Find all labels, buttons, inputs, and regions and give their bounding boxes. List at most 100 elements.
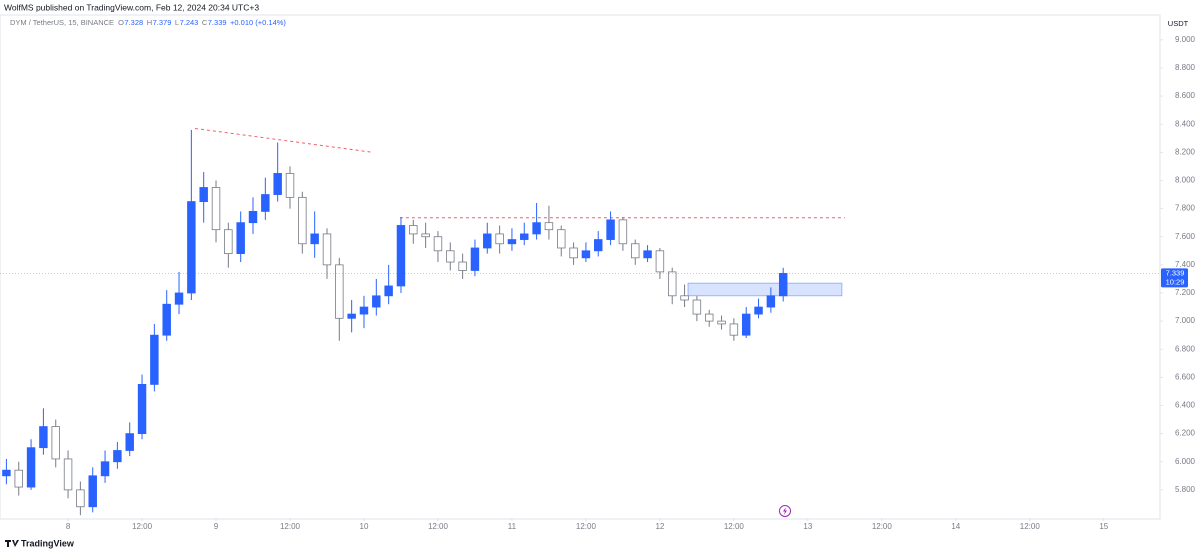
candle-body bbox=[729, 323, 739, 336]
x-tick-label: 12:00 bbox=[1020, 522, 1041, 531]
candle-body bbox=[174, 292, 184, 305]
candle-body bbox=[211, 187, 221, 231]
candle-body bbox=[631, 243, 640, 259]
y-tick-label: 6.800 bbox=[1175, 344, 1196, 353]
x-tick-label: 15 bbox=[1099, 522, 1108, 531]
candle-body bbox=[594, 239, 603, 252]
candle-body bbox=[347, 313, 356, 319]
x-tick-label: 9 bbox=[214, 522, 219, 531]
candle-body bbox=[137, 383, 147, 435]
candle-body bbox=[446, 250, 455, 263]
last-price-box bbox=[1161, 268, 1188, 288]
candle-body bbox=[261, 194, 270, 212]
x-tick-label: 12:00 bbox=[872, 522, 893, 531]
ohlc-value: 7.379 bbox=[153, 18, 172, 27]
candle-body bbox=[680, 295, 689, 301]
candle-body bbox=[520, 233, 529, 240]
candle-body bbox=[409, 225, 418, 235]
y-tick-label: 8.600 bbox=[1175, 91, 1196, 100]
candle-body bbox=[63, 458, 73, 491]
x-tick-label: 12 bbox=[655, 522, 664, 531]
y-tick-label: 7.000 bbox=[1175, 316, 1196, 325]
candle-body bbox=[396, 225, 406, 287]
candle-body bbox=[322, 233, 332, 266]
candle-body bbox=[359, 306, 369, 315]
x-tick-label: 8 bbox=[66, 522, 71, 531]
y-tick-label: 7.800 bbox=[1175, 204, 1196, 213]
candle-body bbox=[384, 285, 393, 297]
candle-body bbox=[692, 299, 702, 315]
candle-body bbox=[125, 433, 134, 451]
candle-body bbox=[224, 229, 233, 255]
alert-bolt bbox=[783, 507, 787, 515]
x-tick-label: 12:00 bbox=[576, 522, 597, 531]
y-tick-label: 6.000 bbox=[1175, 457, 1196, 466]
candle-body bbox=[187, 201, 196, 294]
drawn-zone bbox=[687, 282, 843, 297]
candle-body bbox=[754, 306, 763, 315]
ohlc-value: 7.328 bbox=[124, 18, 143, 27]
y-tick-label: 6.200 bbox=[1175, 429, 1196, 438]
candle-body bbox=[766, 295, 776, 308]
candle-body bbox=[532, 222, 541, 235]
currency: USDT bbox=[1168, 19, 1189, 28]
candle-body bbox=[704, 313, 714, 322]
candle-body bbox=[273, 173, 282, 195]
publisher-note: WolfMS published on TradingView.com, Feb… bbox=[4, 2, 259, 12]
ohlc-label: C bbox=[202, 18, 208, 27]
candle-body bbox=[618, 219, 628, 245]
x-tick-label: 10 bbox=[360, 522, 369, 531]
candle-body bbox=[470, 247, 480, 271]
candle-body bbox=[26, 447, 36, 488]
y-tick-label: 6.400 bbox=[1175, 401, 1196, 410]
ohlc-label: O bbox=[118, 18, 124, 27]
candle-body bbox=[150, 334, 159, 385]
drawings bbox=[194, 127, 845, 297]
candle-body bbox=[310, 233, 319, 245]
candle-body bbox=[421, 233, 430, 238]
candle-body bbox=[507, 239, 517, 245]
candle-body bbox=[162, 303, 171, 336]
alert-icon[interactable] bbox=[779, 505, 791, 517]
countdown-label: 10:29 bbox=[1166, 277, 1185, 286]
candle-body bbox=[51, 426, 60, 460]
candle-body bbox=[39, 426, 48, 449]
candle-body bbox=[458, 261, 467, 271]
candle-body bbox=[581, 250, 591, 259]
candle-body bbox=[483, 233, 492, 249]
candle-body bbox=[372, 295, 381, 308]
candle-body bbox=[236, 222, 245, 255]
y-tick-label: 5.800 bbox=[1175, 485, 1196, 494]
y-tick-label: 9.000 bbox=[1175, 35, 1196, 44]
x-tick-label: 12:00 bbox=[724, 522, 745, 531]
brand-name: TradingView bbox=[21, 538, 75, 548]
ohlc-label: L bbox=[175, 18, 179, 27]
candle-body bbox=[285, 173, 295, 198]
candle-body bbox=[557, 229, 566, 249]
y-tick-label: 7.400 bbox=[1175, 260, 1196, 269]
candle-body bbox=[569, 247, 578, 259]
y-tick-label: 6.600 bbox=[1175, 372, 1196, 381]
ohlc-legend: DYM / TetherUS, 15, BINANCE O 7.328 H 7.379… bbox=[10, 18, 286, 27]
candles bbox=[2, 129, 788, 516]
candle-body bbox=[76, 489, 85, 508]
y-tick-label: 8.800 bbox=[1175, 63, 1196, 72]
candle-body bbox=[100, 461, 110, 477]
y-tick-label: 8.000 bbox=[1175, 176, 1196, 185]
candle-body bbox=[778, 273, 788, 297]
x-tick-label: 13 bbox=[803, 522, 812, 531]
x-tick-label: 14 bbox=[951, 522, 960, 531]
candle-body bbox=[606, 219, 615, 240]
candle-body bbox=[643, 250, 652, 259]
symbol: DYM / TetherUS, 15, BINANCE bbox=[10, 18, 114, 27]
y-tick-label: 8.200 bbox=[1175, 147, 1196, 156]
x-tick-label: 12:00 bbox=[132, 522, 153, 531]
ohlc-value: 7.243 bbox=[180, 18, 199, 27]
candle-body bbox=[717, 320, 726, 325]
candle-body bbox=[298, 196, 307, 245]
candle-body bbox=[495, 233, 504, 245]
y-tick-label: 8.400 bbox=[1175, 119, 1196, 128]
candle-body bbox=[248, 211, 258, 224]
candle-body bbox=[335, 264, 344, 319]
